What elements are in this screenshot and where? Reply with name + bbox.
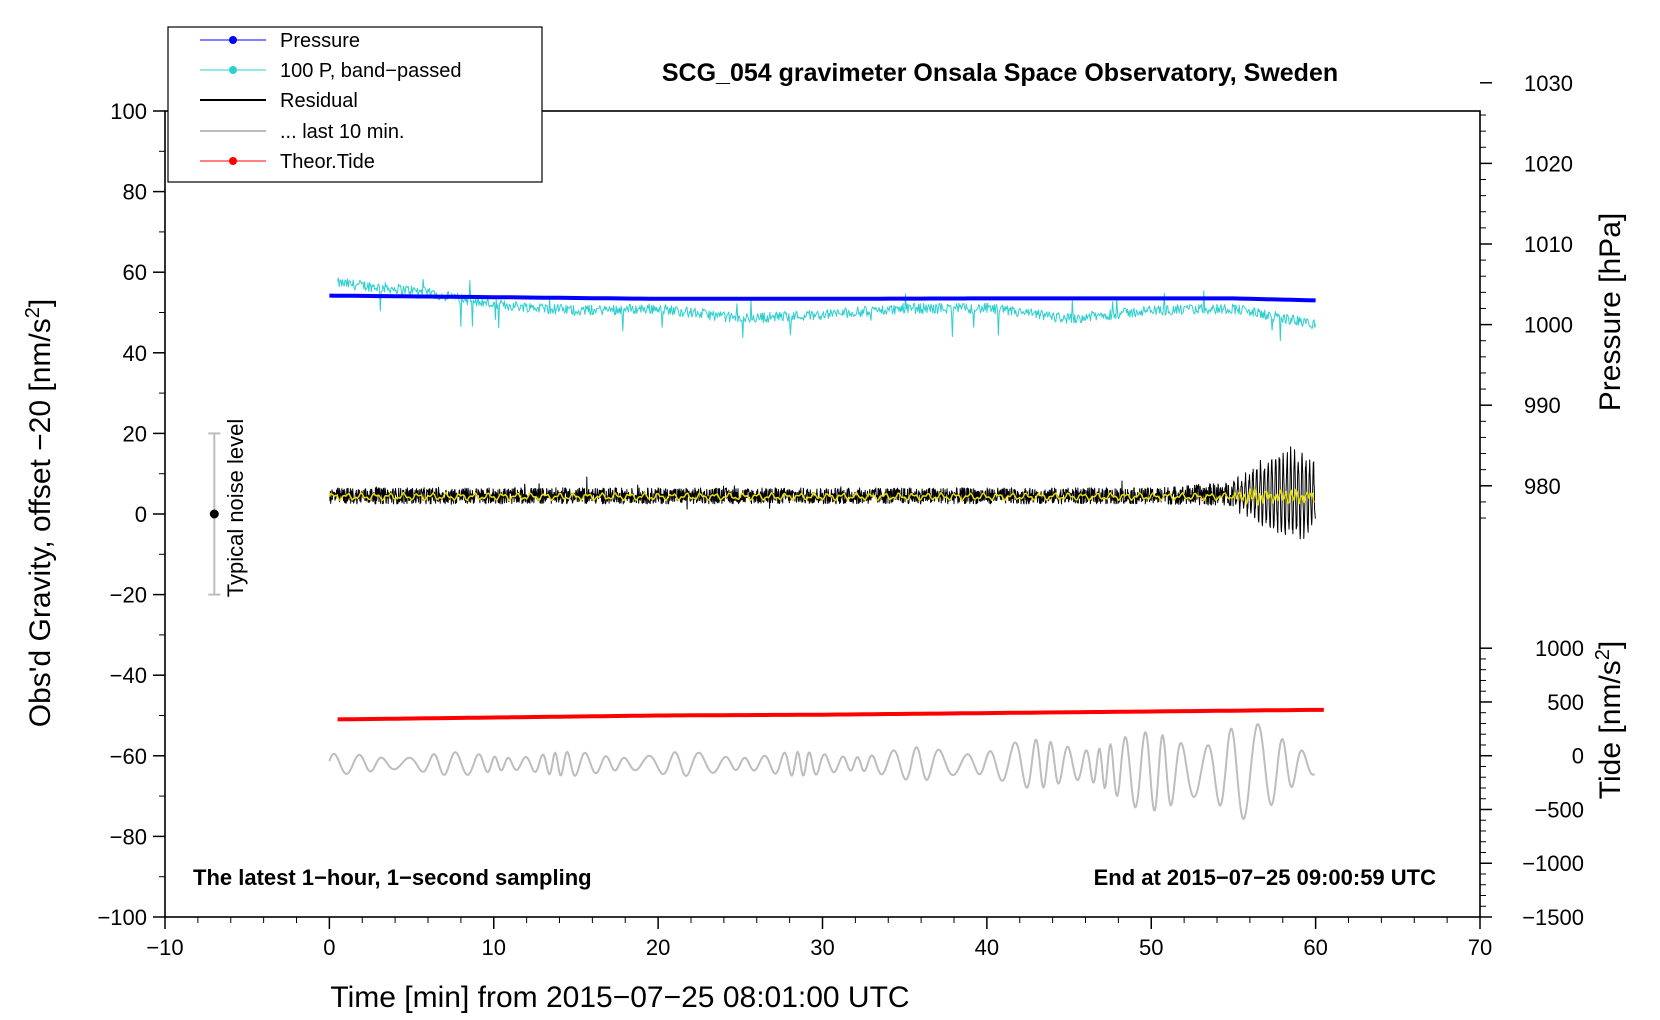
legend-label-tide: Theor.Tide bbox=[280, 151, 375, 173]
x-tick-label: 40 bbox=[975, 935, 999, 960]
legend-item-last10: ... last 10 min. bbox=[200, 121, 405, 143]
tide-tick-label: 500 bbox=[1547, 690, 1584, 715]
y-tick-label: 100 bbox=[110, 99, 147, 124]
y-tick-label: −60 bbox=[110, 744, 147, 769]
legend-item-bandpassed: 100 P, band−passed bbox=[200, 60, 461, 82]
x-tick-label: 70 bbox=[1468, 935, 1492, 960]
legend-marker-pressure bbox=[229, 36, 237, 44]
tide-tick-label: −1000 bbox=[1522, 851, 1584, 876]
y-tick-label: 40 bbox=[123, 341, 147, 366]
y-axis-label-close: ] bbox=[24, 299, 57, 307]
y-axis-label: Obs'd Gravity, offset −20 [nm/s2] bbox=[22, 299, 57, 727]
pressure-axis-label: Pressure [hPa] bbox=[1594, 213, 1627, 411]
x-tick-label: 0 bbox=[323, 935, 335, 960]
legend-label-pressure: Pressure bbox=[280, 30, 360, 52]
y-tick-label: −20 bbox=[110, 583, 147, 608]
legend-item-residual: Residual bbox=[200, 90, 358, 112]
tide-tick-label: −500 bbox=[1534, 797, 1584, 822]
x-tick-label: 60 bbox=[1303, 935, 1327, 960]
y-tick-label: 80 bbox=[123, 180, 147, 205]
pressure-tick-label: 1020 bbox=[1524, 151, 1573, 176]
legend-item-tide: Theor.Tide bbox=[200, 151, 375, 173]
y-tick-label: 60 bbox=[123, 260, 147, 285]
y-tick-label: −100 bbox=[97, 905, 147, 930]
legend: Pressure 100 P, band−passed Residual ...… bbox=[167, 26, 543, 183]
legend-marker-bandpassed bbox=[229, 66, 237, 74]
x-tick-label: 20 bbox=[646, 935, 670, 960]
tide-axis-label: Tide [nm/s2] bbox=[1592, 641, 1627, 799]
series-residual-filtered bbox=[328, 487, 1315, 506]
x-tick-label: 30 bbox=[810, 935, 834, 960]
legend-marker-tide bbox=[229, 157, 237, 165]
pressure-tick-label: 1030 bbox=[1524, 71, 1573, 96]
y-tick-label: −40 bbox=[110, 663, 147, 688]
tide-tick-label: 0 bbox=[1572, 744, 1584, 769]
legend-label-last10: ... last 10 min. bbox=[280, 121, 405, 143]
x-tick-label: −10 bbox=[146, 935, 183, 960]
y-axis-label-text: Obs'd Gravity, offset −20 [nm/s bbox=[24, 318, 57, 727]
x-axis-label: Time [min] from 2015−07−25 08:01:00 UTC bbox=[330, 981, 909, 1014]
series-theoretical-tide bbox=[337, 707, 1324, 722]
pressure-tick-label: 1000 bbox=[1524, 313, 1573, 338]
tide-axis-label-close: ] bbox=[1594, 641, 1627, 649]
chart-title: SCG_054 gravimeter Onsala Space Observat… bbox=[662, 59, 1338, 87]
y-tick-label: −80 bbox=[110, 824, 147, 849]
plot-frame bbox=[164, 110, 1481, 918]
legend-label-bandpassed: 100 P, band−passed bbox=[280, 60, 461, 82]
legend-item-pressure: Pressure bbox=[200, 30, 360, 52]
pressure-tick-label: 980 bbox=[1524, 474, 1561, 499]
noise-level-label: Typical noise level bbox=[223, 419, 248, 598]
end-time-annotation: End at 2015−07−25 09:00:59 UTC bbox=[1094, 865, 1437, 890]
x-tick-label: 10 bbox=[482, 935, 506, 960]
series-residual bbox=[328, 446, 1316, 540]
tide-axis-label-text: Tide [nm/s bbox=[1594, 660, 1627, 799]
pressure-tick-label: 990 bbox=[1524, 393, 1561, 418]
legend-label-residual: Residual bbox=[280, 90, 358, 112]
noise-bar-center bbox=[209, 509, 219, 519]
x-tick-label: 50 bbox=[1139, 935, 1163, 960]
sampling-annotation: The latest 1−hour, 1−second sampling bbox=[193, 865, 592, 890]
tide-tick-label: 1000 bbox=[1535, 636, 1584, 661]
pressure-tick-label: 1010 bbox=[1524, 232, 1573, 257]
series-pressure-bandpassed bbox=[337, 277, 1317, 341]
series-pressure bbox=[329, 293, 1316, 303]
axis-ticks: −10 0 10 20 30 40 50 60 70−100−80−60−40−20020406… bbox=[97, 71, 1584, 960]
series-last-10-min bbox=[328, 723, 1316, 821]
y-tick-label: 20 bbox=[123, 421, 147, 446]
tide-tick-label: −1500 bbox=[1522, 905, 1584, 930]
tide-axis-label-sup: 2 bbox=[1592, 649, 1614, 660]
y-tick-label: 0 bbox=[135, 502, 147, 527]
series-layer bbox=[328, 277, 1324, 821]
y-axis-label-sup: 2 bbox=[22, 307, 44, 318]
legend-box bbox=[167, 26, 543, 183]
